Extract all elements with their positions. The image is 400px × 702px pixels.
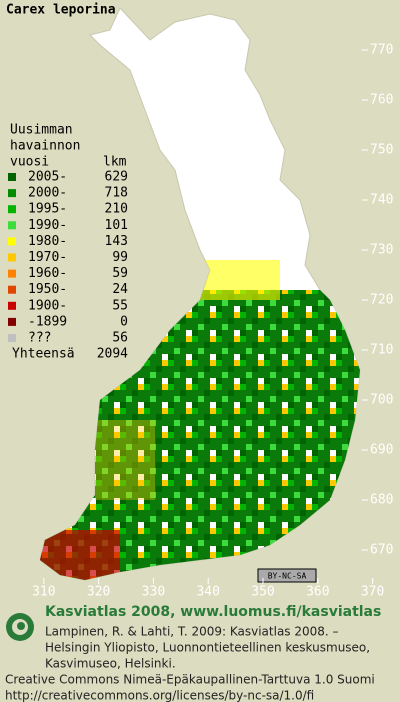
legend-swatch (8, 189, 16, 198)
legend-count: 718 (105, 186, 128, 201)
legend-total-label: Yhteensä (12, 347, 75, 362)
license-line: http://creativecommons.org/licenses/by-n… (5, 689, 314, 702)
y-tick-label: 670 (370, 543, 393, 558)
y-tick-label: 750 (370, 143, 393, 158)
legend-count: 99 (112, 250, 128, 265)
x-tick-label: 340 (196, 585, 219, 600)
x-tick-label: 320 (87, 585, 110, 600)
legend-count: 59 (112, 266, 128, 281)
legend-swatch (8, 253, 16, 262)
x-tick-label: 360 (306, 585, 329, 600)
x-tick-label: 310 (32, 585, 55, 600)
legend-total: 2094 (97, 347, 128, 362)
legend-swatch (8, 205, 16, 214)
legend-label: 2000- (28, 186, 67, 201)
legend-count: 210 (105, 202, 128, 217)
legend-label: 1980- (28, 234, 67, 249)
legend-header: vuosi (10, 155, 49, 170)
legend-label: 1960- (28, 266, 67, 281)
legend-label: 1990- (28, 218, 67, 233)
legend-label: 2005- (28, 170, 67, 185)
license-line: Creative Commons Nimeä-Epäkaupallinen-Ta… (5, 673, 375, 687)
legend-label: -1899 (28, 314, 67, 329)
legend-count: 55 (112, 298, 128, 313)
legend-count: 24 (112, 282, 128, 297)
logo (6, 613, 34, 641)
legend-label: 1900- (28, 298, 67, 313)
map-title: Carex leporina (6, 3, 116, 18)
legend-swatch (8, 173, 16, 181)
license-badge: BY-NC-SA (257, 568, 317, 583)
legend-swatch (8, 221, 16, 230)
y-tick-label: 770 (370, 43, 393, 58)
y-tick-label: 710 (370, 343, 393, 358)
legend-count: 101 (105, 218, 128, 233)
y-tick-label: 720 (370, 293, 393, 308)
legend-label: ??? (28, 331, 51, 346)
x-tick-label: 370 (361, 585, 384, 600)
legend-swatch (8, 317, 16, 326)
citation-line: Kasvimuseo, Helsinki. (45, 657, 176, 671)
footer-heading: Kasviatlas 2008, www.luomus.fi/kasviatla… (45, 604, 381, 620)
legend-swatch (8, 237, 16, 246)
legend-label: 1950- (28, 282, 67, 297)
y-tick-label: 700 (370, 393, 393, 408)
citation-line: Helsingin Yliopisto, Luonnontieteellinen… (45, 641, 370, 655)
y-tick-label: 740 (370, 193, 393, 208)
y-tick-label: 690 (370, 443, 393, 458)
citation-line: Lampinen, R. & Lahti, T. 2009: Kasviatla… (45, 625, 339, 639)
legend-count: 0 (120, 314, 128, 329)
x-tick-label: 350 (251, 585, 274, 600)
legend-count-header: lkm (103, 155, 127, 170)
y-tick-label: 760 (370, 93, 393, 108)
y-tick-label: 730 (370, 243, 393, 258)
legend-swatch (8, 285, 16, 294)
badge-text: BY-NC-SA (268, 572, 307, 581)
legend-header: havainnon (10, 139, 80, 154)
x-tick-label: 330 (142, 585, 165, 600)
legend-count: 56 (112, 331, 128, 346)
legend-header: Uusimman (10, 123, 73, 138)
legend-swatch (8, 334, 16, 342)
y-tick-label: 680 (370, 493, 393, 508)
legend-count: 143 (105, 234, 128, 249)
legend-count: 629 (105, 170, 128, 185)
legend-swatch (8, 301, 16, 310)
legend-label: 1970- (28, 250, 67, 265)
legend-swatch (8, 269, 16, 278)
legend-label: 1995- (28, 202, 67, 217)
